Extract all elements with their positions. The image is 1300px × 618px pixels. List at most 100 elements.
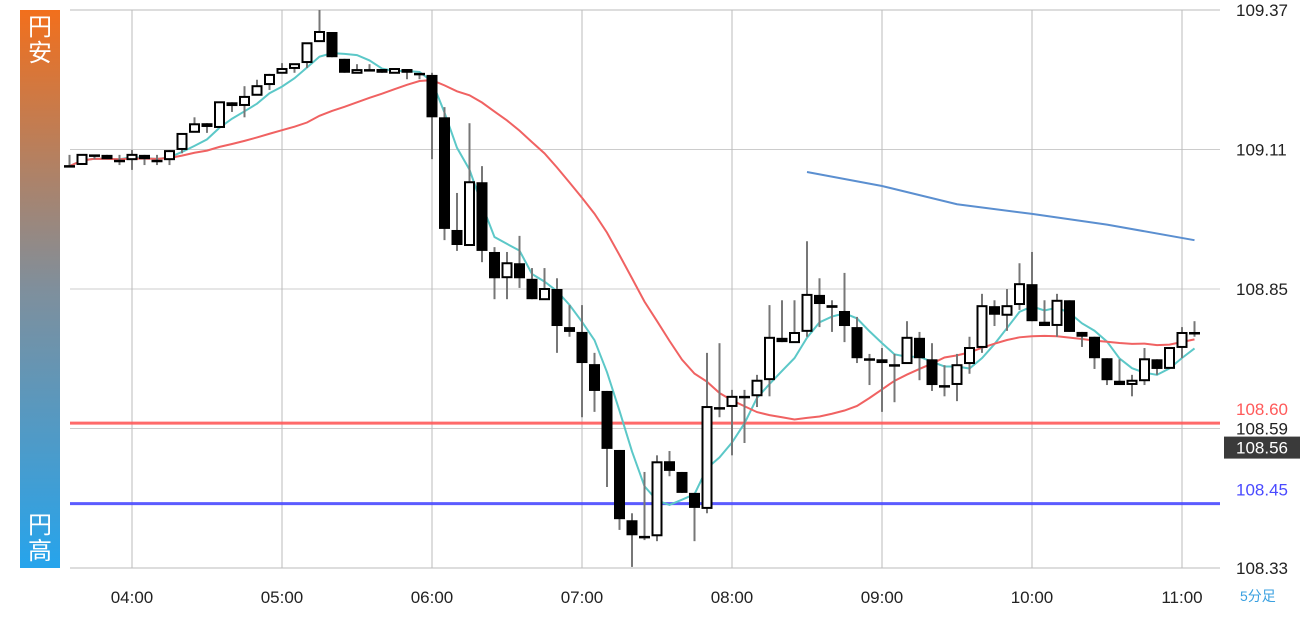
candle: [901, 321, 913, 365]
candle-body-up: [1014, 283, 1025, 306]
candle: [126, 150, 138, 170]
candle-body-down: [939, 385, 950, 388]
candle: [864, 353, 875, 386]
candle-body-up: [301, 42, 313, 64]
candle: [789, 300, 800, 344]
candle-body-up: [951, 364, 963, 385]
x-tick-label: 05:00: [261, 588, 304, 607]
candle: [714, 343, 725, 418]
y-tick-label: 108.59: [1236, 420, 1288, 439]
candle-body-up: [289, 63, 300, 69]
candle: [139, 154, 150, 166]
candle: [476, 166, 488, 263]
candle: [1126, 374, 1138, 397]
candle: [801, 241, 813, 337]
candle-body-down: [414, 72, 425, 76]
candle: [514, 235, 525, 288]
candle: [701, 352, 713, 514]
timeframe-label: 5分足: [1240, 588, 1276, 604]
candle-body-up: [276, 68, 288, 74]
candle-body-up: [164, 150, 175, 161]
candle-body-up: [1164, 347, 1175, 369]
x-tick-label: 06:00: [411, 588, 454, 607]
candle-body-down: [826, 305, 838, 308]
long-moving-average-line: [806, 171, 1195, 242]
candle-body-up: [1176, 331, 1188, 348]
candle: [1014, 263, 1025, 310]
candle-body-down: [1076, 331, 1088, 337]
candle: [726, 389, 738, 456]
candle: [814, 278, 825, 328]
candle-body-down: [564, 327, 575, 332]
candle-body-up: [176, 132, 188, 150]
candle: [939, 365, 950, 397]
moving-average-line-20: [69, 79, 1195, 421]
candle: [764, 305, 775, 397]
candle: [989, 300, 1000, 327]
candle: [414, 72, 425, 80]
candle-body-down: [626, 520, 638, 536]
candle: [401, 69, 413, 80]
candle-body-down: [839, 310, 850, 327]
y-tick-label: 109.37: [1236, 1, 1288, 20]
candle: [1026, 251, 1038, 322]
candle-body-down: [689, 492, 700, 508]
candle-body-down: [814, 294, 825, 305]
x-tick-label: 04:00: [111, 588, 154, 607]
candle: [914, 331, 925, 381]
candle-body-down: [926, 359, 938, 386]
candle-body-down: [1114, 380, 1125, 386]
candle: [114, 154, 125, 166]
candle: [326, 31, 338, 58]
candle: [576, 305, 588, 418]
candle: [264, 73, 275, 90]
candle-body-up: [126, 153, 138, 161]
candle-body-up: [751, 379, 763, 397]
candle: [1101, 358, 1113, 386]
candle-body-down: [489, 251, 500, 279]
candle: [1076, 331, 1088, 347]
candle: [651, 455, 663, 542]
candle: [251, 79, 263, 96]
x-tick-label: 08:00: [711, 588, 754, 607]
candle: [201, 123, 213, 133]
candle: [89, 154, 100, 160]
candle-body-up: [651, 461, 663, 537]
candle-body-up: [1051, 299, 1063, 326]
candle-body-down: [151, 159, 163, 163]
candle-body-down: [376, 69, 388, 73]
candle: [301, 42, 313, 68]
candle-body-down: [864, 358, 875, 361]
candle: [151, 154, 163, 166]
candle-body-up: [1139, 358, 1150, 382]
candle-body-down: [339, 58, 350, 73]
candle: [689, 492, 700, 542]
candle: [589, 352, 600, 412]
candle: [614, 449, 625, 530]
candle: [526, 268, 538, 300]
candle: [676, 471, 688, 493]
candle: [1039, 300, 1050, 327]
candle-body-down: [426, 74, 438, 118]
candle-body-up: [701, 406, 713, 509]
candle: [539, 268, 550, 301]
candle-body-down: [914, 337, 925, 359]
candle-body-down: [589, 364, 600, 391]
candle-body-up: [251, 85, 263, 96]
candle-body-down: [139, 154, 150, 160]
candle-body-up: [789, 331, 800, 344]
candle: [76, 153, 88, 165]
candle: [501, 251, 513, 300]
candle-body-down: [326, 31, 338, 58]
candle-body-up: [214, 101, 225, 128]
candle: [351, 64, 363, 74]
candle: [964, 336, 975, 374]
candle: [776, 300, 788, 343]
candle: [1164, 347, 1175, 369]
candle-body-down: [776, 337, 788, 343]
candle-body-down: [601, 390, 613, 449]
candle-body-up: [501, 262, 513, 279]
candle: [1189, 321, 1200, 337]
candle-body-up: [76, 153, 88, 165]
candle-body-down: [876, 359, 888, 364]
